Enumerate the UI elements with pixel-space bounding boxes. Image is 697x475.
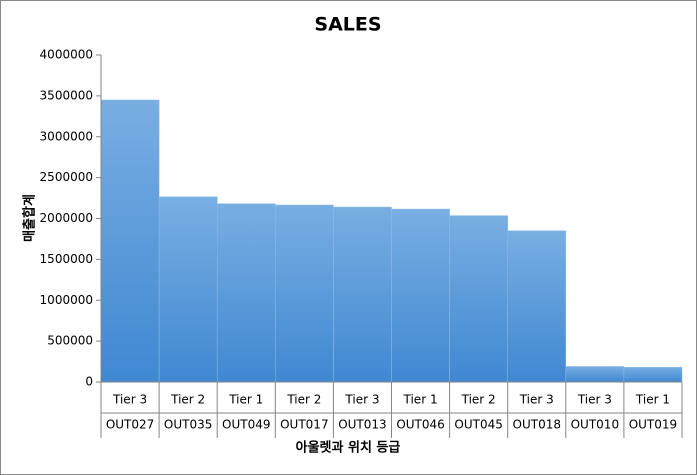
tier-label: Tier 2 [286,393,321,407]
tier-label: Tier 2 [461,393,496,407]
bar [333,206,392,383]
y-tick-label: 0 [85,375,93,389]
y-axis-title: 매출합계 [22,194,38,242]
tier-label: Tier 3 [577,393,612,407]
x-tick-label: OUT019 [629,418,677,432]
x-tick-label: OUT018 [513,418,561,432]
bar [100,99,160,383]
bar [158,196,218,383]
y-tick-label: 3500000 [40,88,93,102]
tier-label: Tier 3 [112,393,147,407]
tier-label: Tier 1 [403,393,438,407]
bar [507,230,567,383]
y-tick-label: 2000000 [40,211,93,225]
bar [565,366,625,383]
bar [623,367,683,383]
x-axis-title: 아울렛과 위치 등급 [296,440,401,456]
tier-label: Tier 1 [228,393,263,407]
tier-label: Tier 3 [519,393,554,407]
bar [275,204,334,383]
y-tick-label: 1000000 [40,293,93,307]
chart-title: SALES [314,14,381,36]
y-tick-label: 1500000 [40,252,93,266]
x-tick-label: OUT010 [571,418,619,432]
y-tick-label: 4000000 [40,48,93,62]
y-tick-label: 2500000 [40,170,93,184]
bar [216,203,276,383]
tier-label: Tier 3 [344,393,379,407]
x-tick-label: OUT045 [454,418,502,432]
tier-label: Tier 1 [635,393,670,407]
x-tick-label: OUT035 [164,418,212,432]
x-tick-label: OUT049 [222,418,270,432]
x-tick-label: OUT046 [396,418,444,432]
tier-label: Tier 2 [170,393,205,407]
y-tick-label: 3000000 [40,129,93,143]
bar [449,215,508,383]
x-tick-label: OUT027 [106,418,154,432]
bar [391,208,450,383]
y-tick-label: 500000 [47,334,93,348]
x-tick-label: OUT013 [338,418,386,432]
x-tick-label: OUT017 [280,418,328,432]
